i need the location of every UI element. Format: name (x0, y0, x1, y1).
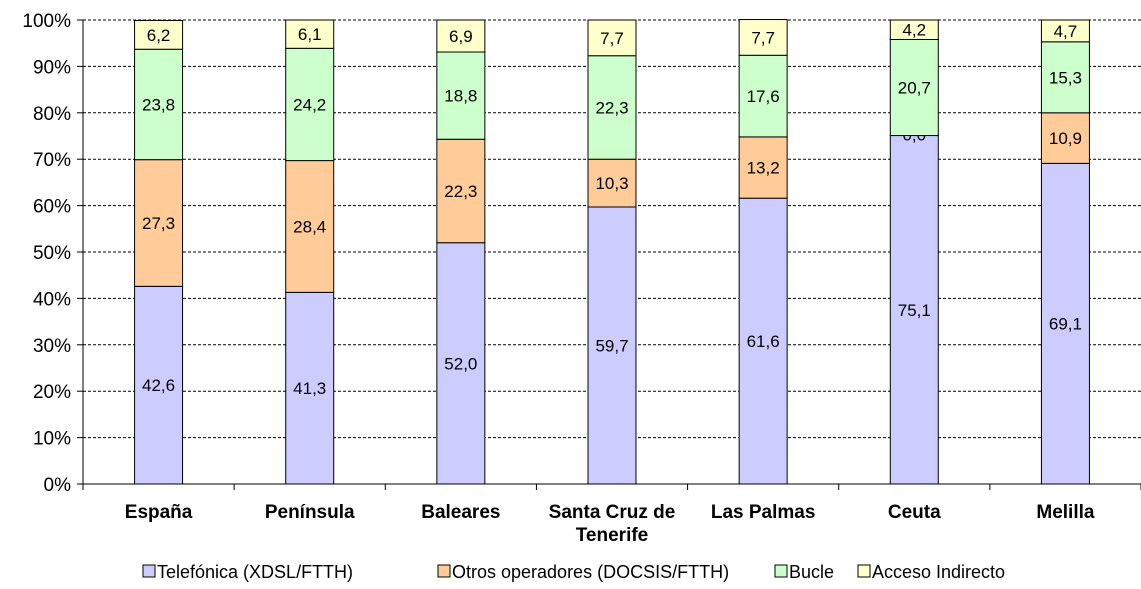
bar-segment (738, 136, 788, 199)
bar-segment (738, 19, 788, 56)
bar-segment (1040, 162, 1090, 485)
data-label: 6,1 (298, 25, 322, 44)
data-label: 42,6 (142, 376, 175, 395)
y-tick-label: 50% (33, 243, 71, 264)
data-label: 27,3 (142, 214, 175, 233)
data-label: 75,1 (898, 301, 931, 320)
category-label: Tenerife (576, 525, 649, 546)
legend-swatch (437, 564, 451, 578)
bar-segment (889, 135, 939, 485)
category-label: Península (265, 502, 355, 523)
data-label: 7,7 (751, 28, 775, 47)
bar-segment (587, 55, 637, 160)
data-label: 20,7 (898, 79, 931, 98)
data-label: 23,8 (142, 95, 175, 114)
bar-segment (285, 160, 335, 293)
data-label: 24,2 (293, 95, 326, 114)
legend-swatch (774, 564, 788, 578)
bar-segment (436, 242, 486, 485)
bar-segment (587, 19, 637, 57)
bar-segment (1040, 112, 1090, 164)
data-label: 4,7 (1054, 22, 1078, 41)
legend-label: Otros operadores (DOCSIS/FTTH) (452, 562, 729, 582)
bar-segment (285, 291, 335, 485)
y-tick-label: 10% (33, 429, 71, 450)
legend-label: Bucle (789, 562, 834, 582)
data-label: 69,1 (1049, 315, 1082, 334)
data-label: 13,2 (747, 159, 780, 178)
data-label: 6,2 (147, 26, 171, 45)
y-tick-label: 20% (33, 382, 71, 403)
data-label: 17,6 (747, 87, 780, 106)
legend-swatch (857, 564, 871, 578)
bar-segment (436, 51, 486, 140)
y-tick-label: 30% (33, 336, 71, 357)
data-label: 6,9 (449, 27, 473, 46)
data-label: 10,3 (595, 174, 628, 193)
data-label: 52,0 (444, 354, 477, 373)
y-tick-label: 80% (33, 104, 71, 125)
bar-segment (1040, 41, 1090, 114)
data-label: 28,4 (293, 217, 326, 236)
y-tick-label: 60% (33, 197, 71, 218)
bar-segment (134, 19, 184, 50)
bar-segment (587, 158, 637, 208)
legend-label: Acceso Indirecto (872, 562, 1005, 582)
y-tick-label: 0% (44, 475, 72, 496)
bar-segment (436, 19, 486, 53)
bar-segment (738, 54, 788, 138)
data-label: 59,7 (595, 336, 628, 355)
bar-segment (738, 197, 788, 485)
data-label: 10,9 (1049, 129, 1082, 148)
data-label: 4,2 (902, 21, 926, 40)
bar-segment (285, 19, 335, 49)
data-label: 22,3 (444, 182, 477, 201)
bar-segment (134, 48, 184, 161)
legend-label: Telefónica (XDSL/FTTH) (157, 562, 353, 582)
bar-segment (134, 159, 184, 287)
category-label: España (125, 502, 193, 523)
bar-segment (436, 138, 486, 244)
data-label: 7,7 (600, 29, 624, 48)
bar-segment (587, 206, 637, 485)
data-label: 61,6 (747, 332, 780, 351)
legend-swatch (142, 564, 156, 578)
data-label: 18,8 (444, 87, 477, 106)
bar-segment (889, 19, 939, 40)
y-tick-label: 100% (22, 11, 71, 32)
category-label: Baleares (421, 502, 500, 523)
data-label: 15,3 (1049, 68, 1082, 87)
category-label: Las Palmas (711, 502, 816, 523)
data-label: 22,3 (595, 98, 628, 117)
category-label: Santa Cruz de (549, 502, 676, 523)
y-tick-label: 70% (33, 150, 71, 171)
category-label: Ceuta (888, 502, 941, 523)
bar-segment (285, 47, 335, 162)
category-label: Melilla (1036, 502, 1095, 523)
y-tick-label: 40% (33, 289, 71, 310)
data-label: 41,3 (293, 379, 326, 398)
bar-segment (1040, 19, 1090, 43)
y-tick-label: 90% (33, 57, 71, 78)
